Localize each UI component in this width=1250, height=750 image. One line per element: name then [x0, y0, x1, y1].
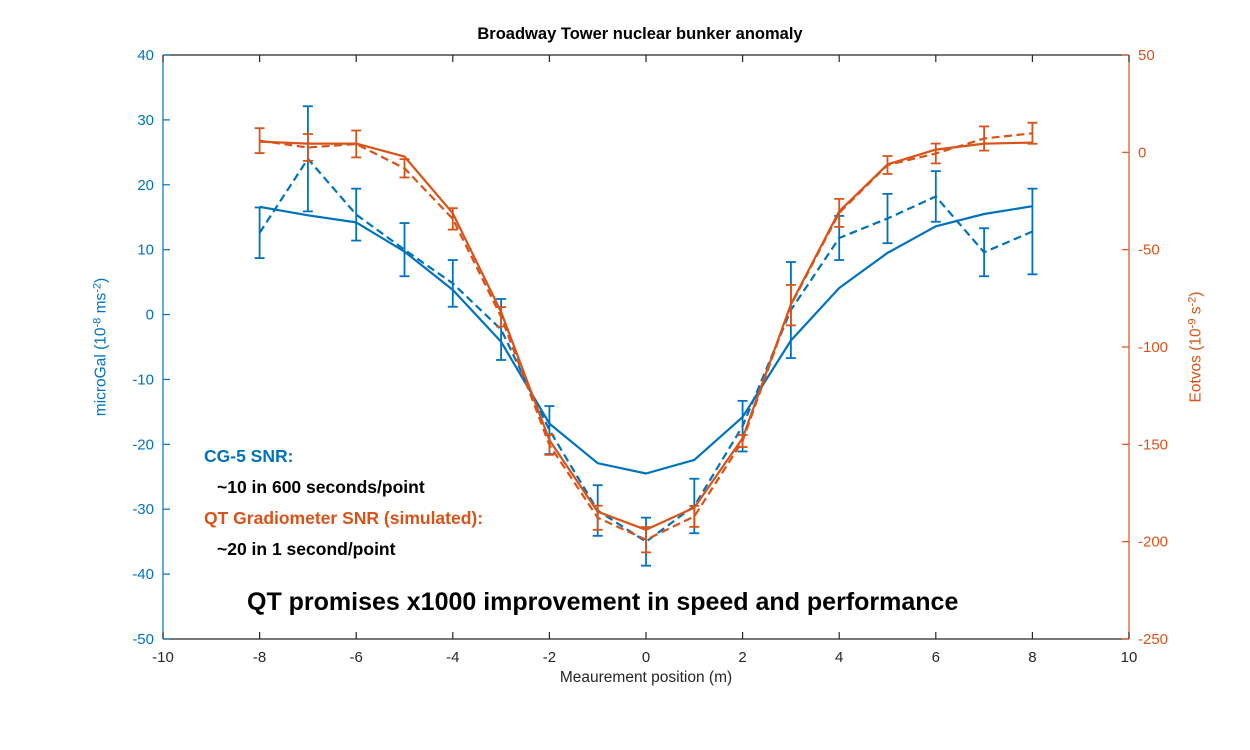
x-tick-label: 2: [738, 649, 746, 666]
cg5-data-line: [258, 157, 1033, 543]
annotation-headline: QT promises x1000 improvement in speed a…: [247, 588, 959, 616]
x-tick-label: -6: [350, 649, 363, 666]
annotation-cg5-detail: ~10 in 600 seconds/point: [217, 477, 425, 497]
x-tick-label: 0: [642, 649, 650, 666]
y-left-tick-label: -20: [132, 436, 154, 453]
y-left-tick-label: -30: [132, 501, 154, 518]
x-tick-label: 8: [1028, 649, 1036, 666]
y-axis-right-label: Eotvos (10-9 s-2): [1187, 292, 1206, 403]
qt-model-line: [259, 140, 1033, 531]
y-right-tick-label: -50: [1138, 242, 1160, 259]
y-left-tick-label: -50: [132, 631, 154, 648]
chart-title: Broadway Tower nuclear bunker anomaly: [477, 25, 803, 43]
y-right-tick-label: -250: [1138, 631, 1168, 648]
annotation-qt-title: QT Gradiometer SNR (simulated):: [204, 508, 484, 528]
y-left-tick-label: 0: [146, 307, 154, 324]
y-left-tick-label: 30: [137, 112, 154, 129]
y-right-tick-label: 50: [1138, 47, 1155, 64]
annotation-qt-detail: ~20 in 1 second/point: [217, 539, 396, 559]
y-right-label-sup2: -2: [1186, 296, 1199, 307]
annotation-cg5-title: CG-5 SNR:: [204, 446, 294, 466]
y-right-label-sup1: -9: [1186, 318, 1199, 329]
y-left-label-post: ): [92, 277, 110, 283]
y-left-tick-label: -10: [132, 371, 154, 388]
cg5-model-line: [259, 205, 1033, 475]
y-left-label-text: microGal (10: [92, 327, 110, 417]
y-right-tick-label: -200: [1138, 534, 1168, 551]
y-right-tick-label: 0: [1138, 144, 1146, 161]
y-left-tick-label: -40: [132, 566, 154, 583]
x-tick-label: -8: [253, 649, 266, 666]
y-right-tick-label: -150: [1138, 436, 1168, 453]
x-axis-label: Meaurement position (m): [559, 669, 733, 686]
x-tick-label: -4: [446, 649, 459, 666]
y-axis-left-label: microGal (10-8 ms-2): [92, 278, 111, 416]
x-tick-label: -10: [152, 649, 174, 666]
y-right-label-post: ): [1187, 291, 1205, 297]
y-right-tick-label: -100: [1138, 339, 1168, 356]
y-right-label-text: Eotvos (10: [1187, 328, 1205, 403]
y-left-label-mid: ms: [92, 292, 110, 318]
y-left-label-sup1: -8: [91, 317, 104, 328]
x-tick-label: 6: [932, 649, 940, 666]
y-left-tick-label: 10: [137, 242, 154, 259]
x-tick-label: 4: [835, 649, 843, 666]
x-tick-label: 10: [1121, 649, 1138, 666]
y-left-tick-label: 20: [137, 177, 154, 194]
qt-data-line: [259, 132, 1033, 541]
y-left-tick-label: 40: [137, 47, 154, 64]
x-tick-label: -2: [543, 649, 556, 666]
y-right-label-mid: s: [1187, 306, 1205, 319]
y-left-label-sup2: -2: [91, 282, 104, 293]
